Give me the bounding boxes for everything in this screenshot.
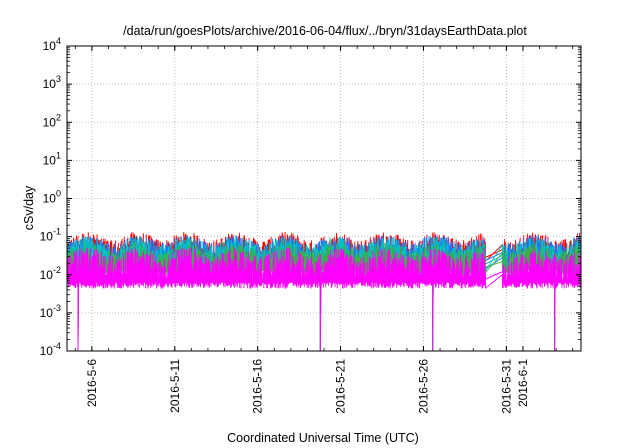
x-axis-ticks: 2016-5-6 2016-5-11 2016-5-16 2016-5-21 2016-… — [74, 46, 574, 414]
y-tick-label: 104 — [43, 36, 61, 53]
series-line — [66, 247, 582, 352]
y-tick-label: 102 — [43, 112, 61, 129]
x-tick-label: 2016-5-16 — [251, 359, 265, 414]
x-tick-label: 2016-5-6 — [85, 359, 99, 407]
x-tick-label: 2016-5-26 — [416, 359, 430, 414]
gap-connector — [485, 261, 503, 268]
gap-connector — [485, 271, 503, 280]
x-tick-label: 2016-5-31 — [499, 359, 513, 414]
y-axis-ticks: 10-4 10-3 10-2 10-1 100 101 102 103 104 — [40, 36, 581, 358]
gap-connector — [485, 252, 503, 261]
chart-title: /data/run/goesPlots/archive/2016-06-04/f… — [123, 24, 527, 38]
gap-connector — [485, 249, 503, 258]
y-tick-label: 10-2 — [40, 265, 61, 282]
x-axis-label: Coordinated Universal Time (UTC) — [227, 431, 419, 445]
x-tick-label: 2016-5-11 — [168, 359, 182, 413]
y-axis-label: cSv/day — [22, 185, 36, 230]
y-tick-label: 10-1 — [40, 227, 61, 244]
y-tick-label: 100 — [43, 189, 61, 206]
x-tick-label: 2016-5-21 — [334, 359, 348, 414]
x-tick-label: 2016-6-1 — [516, 359, 530, 407]
y-tick-label: 101 — [43, 150, 61, 167]
data-series — [66, 231, 582, 352]
y-tick-label: 103 — [43, 74, 61, 91]
y-tick-label: 10-4 — [40, 341, 61, 358]
y-tick-label: 10-3 — [40, 303, 61, 320]
